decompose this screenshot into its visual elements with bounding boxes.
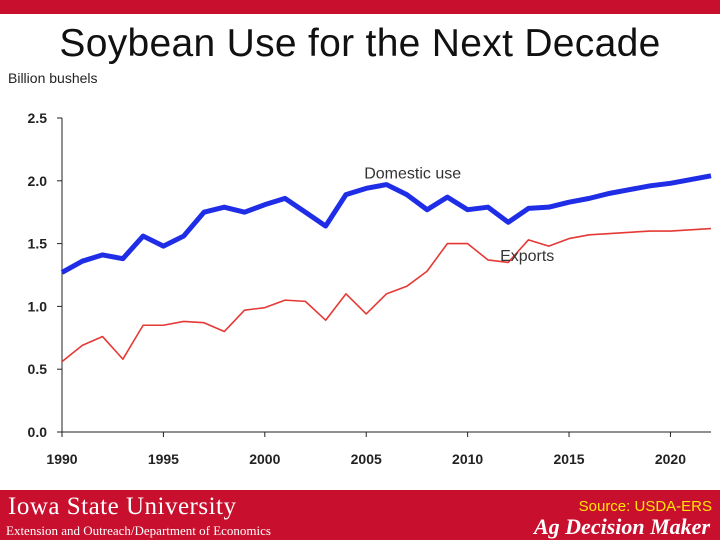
chart-area: Billion bushels 0.0 0.5 1.0 1.5 2.0 2.5 1990 199… — [0, 64, 720, 490]
y-tick-label: 0.5 — [28, 361, 48, 377]
top-accent-bar — [0, 0, 720, 14]
x-tick-label: 2015 — [553, 451, 584, 467]
annotation-exports: Exports — [500, 248, 554, 265]
brand-label: Ag Decision Maker — [534, 514, 710, 539]
source-label: Source: USDA-ERS — [578, 498, 712, 515]
y-axis-label: Billion bushels — [8, 70, 98, 86]
y-tick-label: 2.5 — [28, 110, 48, 126]
annotation-domestic-use: Domestic use — [364, 165, 461, 182]
institution-logo-text: Iowa State University — [8, 493, 237, 520]
department-label: Extension and Outreach/Department of Eco… — [6, 523, 271, 538]
footer-bar: Iowa State University Extension and Outr… — [0, 490, 720, 540]
series-line-exports — [61, 227, 712, 363]
y-tick-label: 1.0 — [28, 298, 48, 314]
y-tick-label: 2.0 — [28, 173, 48, 189]
x-tick-label: 2020 — [655, 451, 686, 467]
x-tick-label: 1995 — [148, 451, 179, 467]
line-chart: Billion bushels 0.0 0.5 1.0 1.5 2.0 2.5 1990 199… — [8, 70, 712, 467]
y-tick-label: 0.0 — [28, 424, 48, 440]
y-tick-label: 1.5 — [28, 236, 48, 252]
slide-title: Soybean Use for the Next Decade — [59, 22, 661, 65]
x-tick-label: 1990 — [46, 451, 77, 467]
x-tick-label: 2000 — [249, 451, 280, 467]
x-tick-label: 2005 — [351, 451, 382, 467]
x-tick-label: 2010 — [452, 451, 483, 467]
series-line-domestic-use — [60, 173, 712, 275]
